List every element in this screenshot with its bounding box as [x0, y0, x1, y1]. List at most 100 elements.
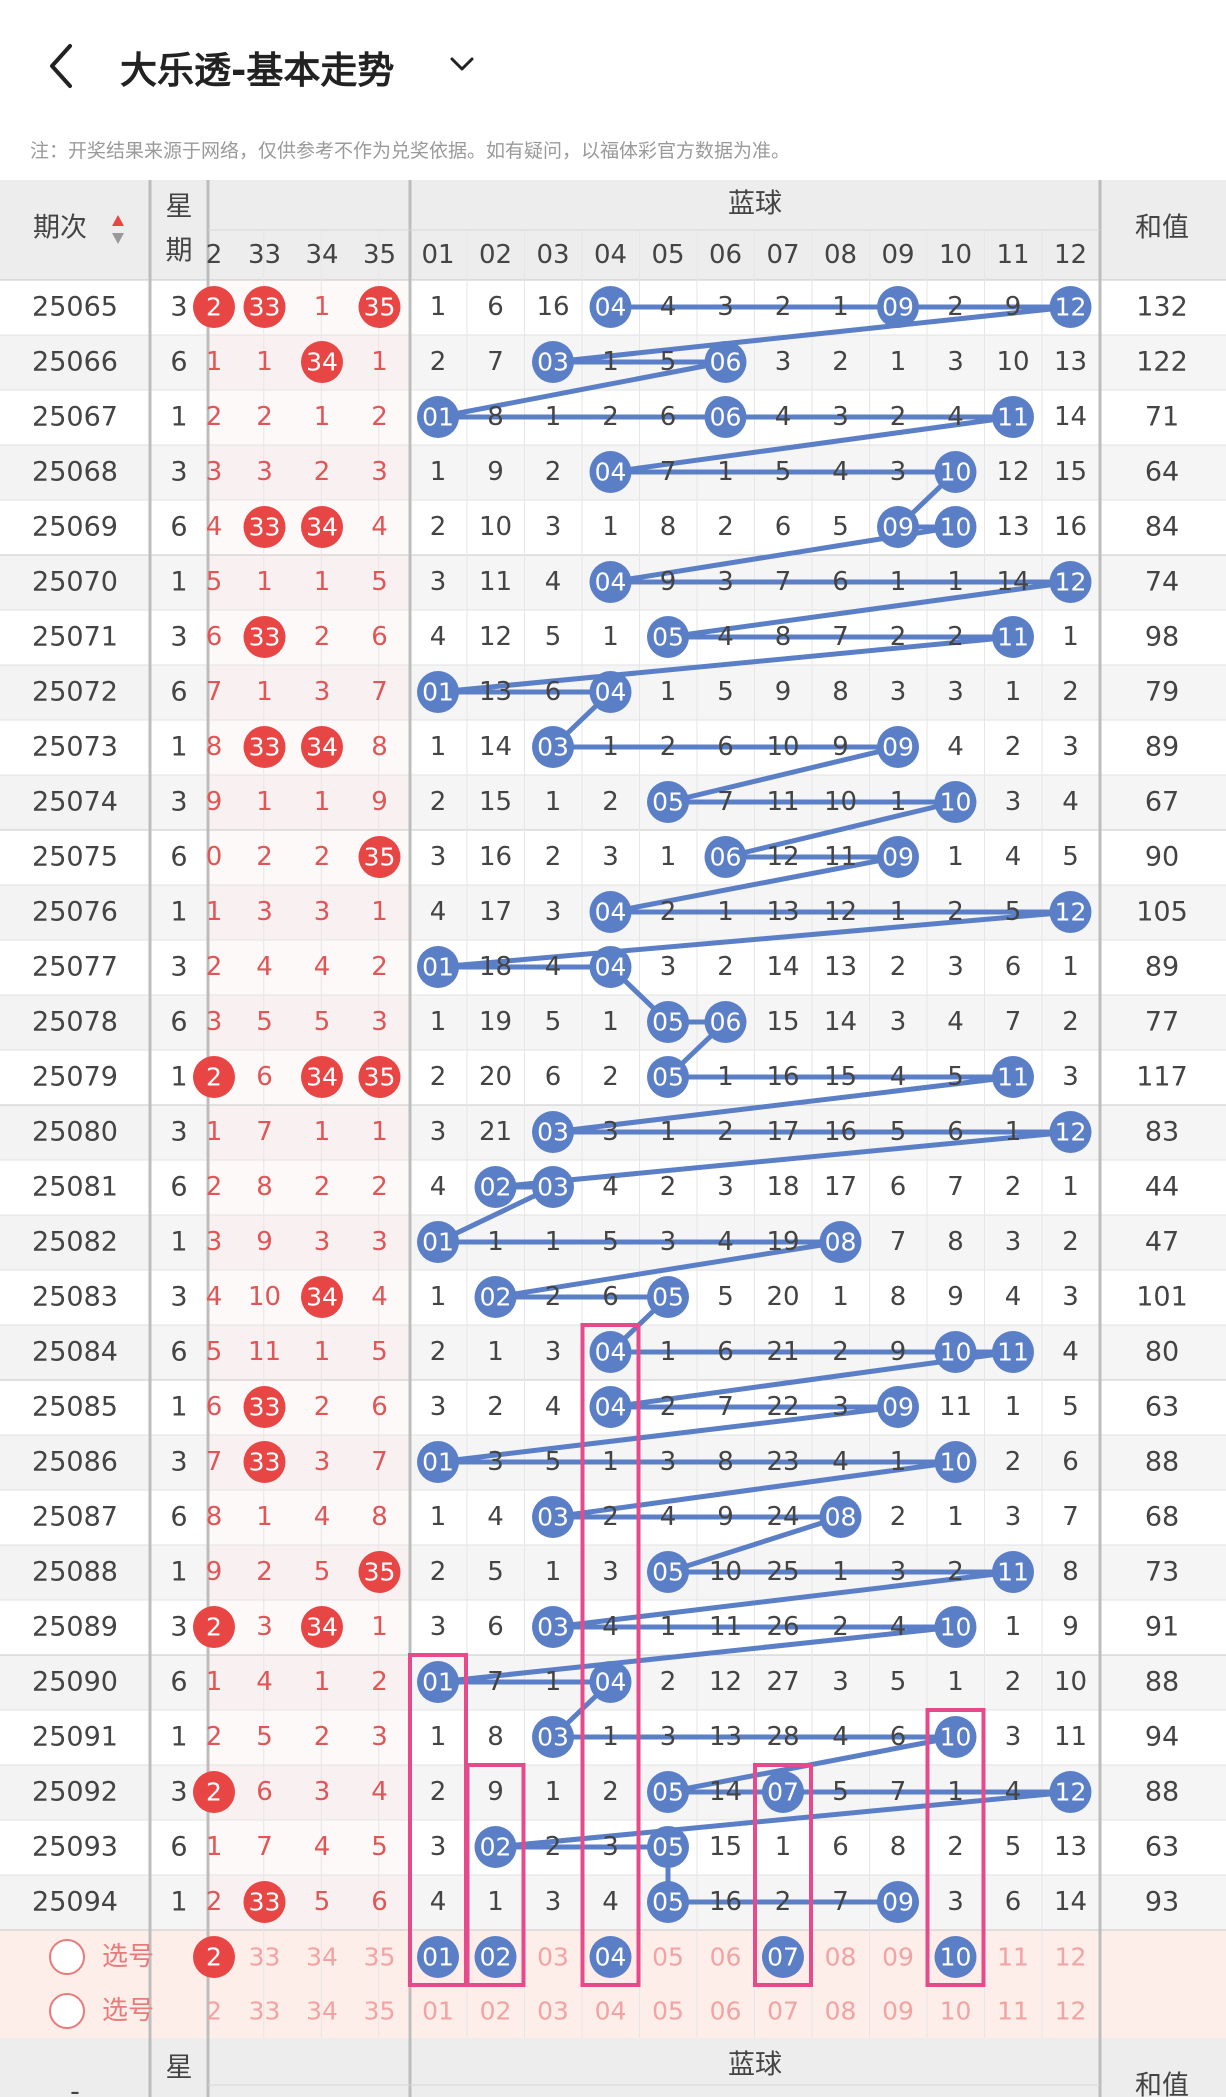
column-header-sum: 和值: [1135, 213, 1189, 244]
issue-number: 25077: [32, 952, 118, 983]
blue-ball[interactable]: [934, 1936, 977, 1978]
blue-ball-number[interactable]: 10: [940, 1943, 972, 1972]
select-blue-number[interactable]: 04: [595, 1997, 627, 2026]
blue-ball-number: 05: [652, 788, 684, 817]
select-blue-number[interactable]: 09: [882, 1997, 914, 2026]
red-ball-number[interactable]: 2: [206, 1943, 222, 1972]
blue-ball-number[interactable]: 07: [767, 1943, 799, 1972]
sort-down-icon[interactable]: [112, 233, 124, 244]
blue-ball: [647, 1551, 689, 1593]
blue-ball-number[interactable]: 02: [480, 1943, 512, 1972]
select-blue-number[interactable]: 12: [1055, 1943, 1087, 1972]
blue-ball: [589, 671, 632, 713]
select-blue-number[interactable]: 02: [480, 1997, 512, 2026]
red-ball: [358, 1056, 401, 1098]
red-miss-count: 3: [371, 457, 388, 487]
red-miss-count: 1: [256, 567, 273, 597]
select-red-number[interactable]: 33: [249, 1943, 281, 1972]
blue-miss-count: 18: [766, 1172, 799, 1202]
select-label[interactable]: 选号: [102, 1996, 154, 2026]
red-miss-count: 1: [206, 1117, 223, 1147]
weekday: 3: [170, 622, 187, 653]
select-blue-number[interactable]: 07: [767, 1997, 799, 2026]
select-red-number[interactable]: 33: [249, 1997, 281, 2026]
blue-miss-count: 3: [660, 952, 677, 982]
red-ball-number: 35: [364, 293, 396, 322]
blue-ball-number[interactable]: 04: [595, 1943, 627, 1972]
blue-miss-count: 17: [766, 1117, 799, 1147]
select-red-number[interactable]: 34: [306, 1943, 338, 1972]
blue-miss-count: 5: [717, 1282, 734, 1312]
select-radio[interactable]: [49, 1939, 85, 1975]
weekday: 6: [170, 512, 187, 543]
select-blue-number[interactable]: 11: [997, 1997, 1029, 2026]
blue-col-header: 10: [939, 240, 972, 270]
blue-ball: [474, 1166, 517, 1208]
select-radio[interactable]: [49, 1993, 85, 2029]
select-red-number[interactable]: 2: [206, 1997, 222, 2026]
red-miss-count: 5: [371, 1832, 388, 1862]
sum-value: 77: [1145, 1007, 1179, 1038]
red-miss-count: 2: [256, 842, 273, 872]
trend-line: [667, 744, 899, 805]
blue-miss-count: 4: [775, 402, 792, 432]
blue-ball-number: 05: [652, 1833, 684, 1862]
blue-ball[interactable]: [474, 1936, 517, 1978]
blue-ball-number: 11: [997, 403, 1029, 432]
weekday: 6: [170, 1007, 187, 1038]
red-miss-count: 1: [206, 1832, 223, 1862]
select-blue-number[interactable]: 06: [710, 1943, 742, 1972]
sum-value: 89: [1145, 952, 1179, 983]
blue-miss-count: 14: [996, 567, 1029, 597]
chevron-down-icon[interactable]: [448, 54, 476, 74]
sum-value: 88: [1145, 1447, 1179, 1478]
blue-ball-number: 04: [595, 293, 627, 322]
red-miss-count: 6: [371, 1392, 388, 1422]
issue-number: 25092: [32, 1777, 118, 1808]
select-blue-number[interactable]: 03: [537, 1997, 569, 2026]
select-blue-number[interactable]: 08: [825, 1943, 857, 1972]
blue-ball: [1049, 891, 1092, 933]
blue-miss-count: 3: [660, 1447, 677, 1477]
blue-miss-count: 5: [890, 1667, 907, 1697]
blue-miss-count: 6: [602, 1282, 619, 1312]
red-zone-bg: [208, 1820, 408, 1875]
select-blue-number[interactable]: 09: [882, 1943, 914, 1972]
red-miss-count: 1: [371, 1117, 388, 1147]
select-red-number[interactable]: 35: [364, 1997, 396, 2026]
blue-ball[interactable]: [762, 1936, 804, 1978]
blue-miss-count: 3: [602, 1557, 619, 1587]
blue-ball-number: 11: [997, 1063, 1029, 1092]
select-blue-number[interactable]: 03: [537, 1943, 569, 1972]
select-blue-number[interactable]: 12: [1055, 1997, 1087, 2026]
select-blue-number[interactable]: 01: [422, 1997, 454, 2026]
blue-ball[interactable]: [589, 1936, 632, 1978]
blue-ball: [877, 1881, 919, 1923]
red-ball: [193, 286, 235, 328]
sort-up-icon[interactable]: [112, 215, 124, 226]
select-blue-number[interactable]: 06: [710, 1997, 742, 2026]
red-miss-count: 1: [256, 677, 273, 707]
select-blue-number[interactable]: 11: [997, 1943, 1029, 1972]
column-header-issue[interactable]: 期次: [33, 213, 87, 244]
select-blue-number[interactable]: 08: [825, 1997, 857, 2026]
select-label[interactable]: 选号: [102, 1942, 154, 1972]
red-miss-count: 4: [371, 512, 388, 542]
blue-ball[interactable]: [417, 1936, 459, 1978]
select-blue-number[interactable]: 05: [652, 1943, 684, 1972]
red-miss-count: 1: [256, 787, 273, 817]
blue-ball: [532, 1606, 574, 1648]
page-title[interactable]: 大乐透-基本走势: [120, 49, 395, 92]
select-red-number[interactable]: 35: [364, 1943, 396, 1972]
select-blue-number[interactable]: 10: [940, 1997, 972, 2026]
blue-miss-count: 14: [709, 1777, 742, 1807]
chevron-left-icon[interactable]: [44, 42, 80, 90]
red-ball[interactable]: [193, 1936, 235, 1978]
blue-ball-number[interactable]: 01: [422, 1943, 454, 1972]
trend-line: [610, 414, 1014, 475]
blue-miss-count: 2: [717, 1117, 734, 1147]
blue-ball-number: 11: [997, 623, 1029, 652]
issue-number: 25081: [32, 1172, 118, 1203]
select-red-number[interactable]: 34: [306, 1997, 338, 2026]
select-blue-number[interactable]: 05: [652, 1997, 684, 2026]
